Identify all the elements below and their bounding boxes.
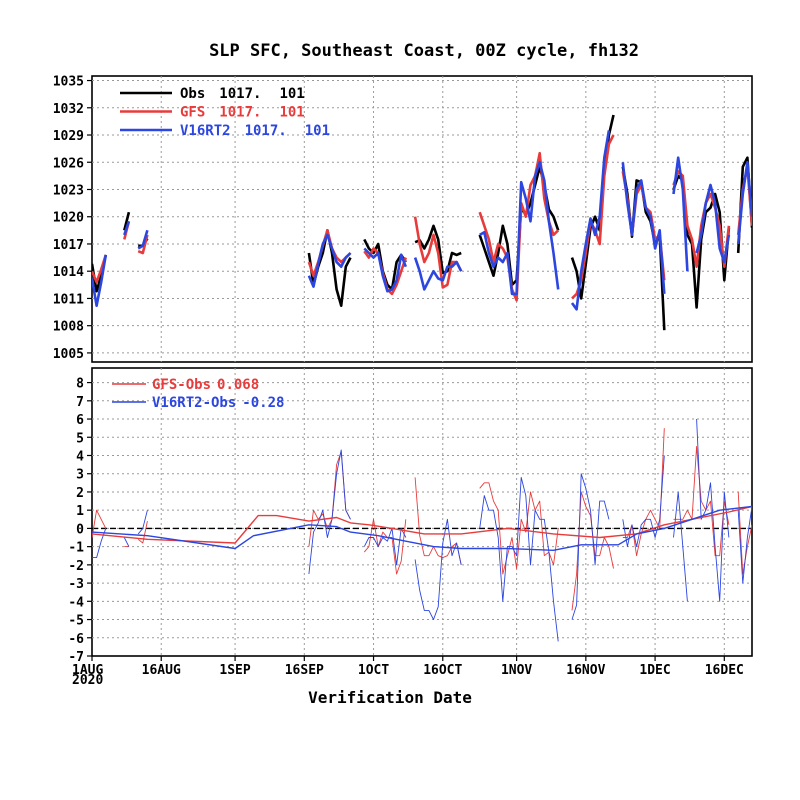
- top-legend-count-0: 101: [279, 86, 304, 102]
- top-legend-mean-2: 1017.: [245, 123, 287, 139]
- top-y-tick-label: 1005: [53, 347, 84, 362]
- bottom-y-tick-label: -6: [68, 632, 84, 647]
- bottom-legend-name-0: GFS-Obs: [152, 377, 211, 393]
- bottom-y-tick-label: 5: [76, 431, 84, 446]
- top-y-tick-label: 1029: [53, 129, 84, 144]
- x-tick-label: 16DEC: [705, 663, 744, 678]
- top-legend-label-2: V16RT2 1017. 101: [180, 123, 330, 139]
- series-line-v16rt2: [92, 130, 752, 311]
- top-legend-name-1: GFS: [180, 105, 205, 121]
- x-tick-label: 16OCT: [423, 663, 462, 678]
- top-y-tick-label: 1011: [53, 292, 84, 307]
- bottom-y-tick-label: 2: [76, 486, 84, 501]
- x-tick-label: 1NOV: [501, 663, 532, 678]
- x-tick-label: 16AUG: [142, 663, 181, 678]
- series-line-gfs-obs-mean: [92, 505, 752, 544]
- bottom-legend-name-1: V16RT2-Obs: [152, 395, 236, 411]
- top-legend-mean-0: 1017.: [219, 86, 261, 102]
- bottom-y-tick-label: -5: [68, 614, 84, 629]
- top-y-tick-label: 1032: [53, 102, 84, 117]
- bottom-y-tick-label: -1: [68, 541, 84, 556]
- top-panel: 1005 1008 1011 1014 1017 1020 1023 1026 1029 1032…: [53, 75, 753, 363]
- bottom-y-tick-label: 1: [76, 504, 84, 519]
- x-tick-label: 1DEC: [639, 663, 670, 678]
- top-y-tick-label: 1014: [53, 265, 84, 280]
- top-y-tick-label: 1020: [53, 211, 84, 226]
- x-axis-year-label: 2020: [72, 673, 103, 688]
- bottom-plot-frame: [91, 367, 753, 657]
- top-y-tick-label: 1026: [53, 156, 84, 171]
- top-legend-label-0: Obs 1017. 101: [180, 86, 305, 102]
- bottom-panel: -7 -6 -5 -4 -3 -2 -1 0 1 2 3 4 5 6 7 8 GFS-Obs 0.068 V16RT…: [68, 367, 753, 678]
- top-y-tick-label: 1017: [53, 238, 84, 253]
- series-line-v16rt2-obs-mean: [92, 505, 752, 551]
- bottom-y-tick-label: 3: [76, 468, 84, 483]
- bottom-legend-label-1: V16RT2-Obs -0.28: [152, 395, 284, 411]
- bottom-legend-mean-1: -0.28: [242, 395, 284, 411]
- bottom-y-tick-label: 6: [76, 413, 84, 428]
- top-y-tick-label: 1023: [53, 183, 84, 198]
- x-tick-label: 16NOV: [566, 663, 605, 678]
- top-legend-count-1: 101: [279, 105, 304, 121]
- x-tick-label: 1AUG: [72, 663, 103, 678]
- top-legend-mean-1: 1017.: [219, 105, 261, 121]
- bottom-y-tick-label: -3: [68, 577, 84, 592]
- chart-title: SLP SFC, Southeast Coast, 00Z cycle, fh1…: [209, 41, 639, 61]
- top-legend-count-2: 101: [305, 123, 330, 139]
- top-legend-label-1: GFS 1017. 101: [180, 105, 305, 121]
- bottom-y-tick-label: 8: [76, 377, 84, 392]
- bottom-legend-label-0: GFS-Obs 0.068: [152, 377, 259, 393]
- x-tick-label: 1OCT: [358, 663, 389, 678]
- x-tick-label: 1SEP: [219, 663, 250, 678]
- top-y-tick-label: 1008: [53, 320, 84, 335]
- top-series-group: [92, 114, 752, 331]
- x-axis-title: Verification Date: [308, 688, 472, 707]
- top-legend-name-2: V16RT2: [180, 123, 231, 139]
- x-tick-label: 16SEP: [285, 663, 324, 678]
- bottom-y-tick-label: -7: [68, 650, 84, 665]
- bottom-y-tick-label: 4: [76, 449, 84, 464]
- bottom-y-tick-label: 0: [76, 522, 84, 537]
- bottom-y-tick-label: -4: [68, 595, 84, 610]
- bottom-legend-mean-0: 0.068: [217, 377, 259, 393]
- bottom-y-tick-label: 7: [76, 395, 84, 410]
- top-y-tick-label: 1035: [53, 75, 84, 90]
- top-legend-name-0: Obs: [180, 86, 205, 102]
- bottom-series-group: [92, 418, 752, 642]
- bottom-y-tick-label: -2: [68, 559, 84, 574]
